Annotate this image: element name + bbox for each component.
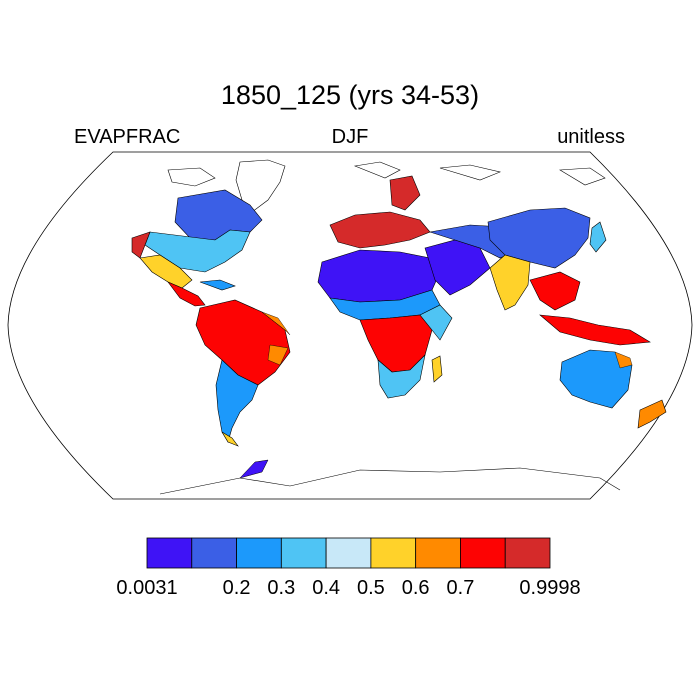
season-label: DJF [331, 126, 369, 148]
region-scandinavia [389, 175, 421, 211]
region-central-america [167, 281, 206, 307]
region-brazil-east [261, 311, 291, 366]
colorbar-box [280, 537, 327, 569]
colorbar-box [370, 537, 417, 569]
colorbar-box [504, 537, 551, 569]
region-southeast-asia [529, 271, 651, 346]
region-australia [559, 349, 633, 409]
colorbar-label: 0.7 [447, 577, 475, 599]
antarctica-outline [159, 467, 621, 495]
colorbar-label: 0.9998 [519, 577, 580, 599]
region-mexico [139, 254, 193, 289]
arctic-islands-outline [167, 161, 606, 187]
colorbar-label: 0.2 [223, 577, 251, 599]
colorbar-label: 0.6 [402, 577, 430, 599]
region-australia-east [614, 351, 633, 369]
region-usa-east [144, 229, 251, 273]
colorbar-label: 0.5 [357, 577, 385, 599]
region-madagascar [431, 355, 443, 383]
colorbar-box [460, 537, 506, 569]
region-southern-africa [377, 354, 426, 399]
colorbar-box [236, 537, 282, 569]
region-east-africa [419, 304, 453, 341]
greenland-outline [235, 159, 286, 213]
region-new-zealand [637, 399, 667, 429]
map-title: 1850_125 (yrs 34-53) [220, 80, 480, 110]
colorbar-label: 0.0031 [116, 577, 177, 599]
region-west-coast [131, 231, 151, 259]
colorbar-label: 0.4 [312, 577, 340, 599]
colorbar-box [146, 537, 193, 569]
region-east-asia [487, 207, 591, 269]
region-india [489, 254, 531, 311]
antarctic-peninsula [239, 459, 269, 479]
variable-label: EVAPFRAC [74, 126, 181, 148]
region-japan [589, 221, 607, 253]
units-label: unitless [557, 126, 625, 148]
colorbar-label: 0.3 [267, 577, 295, 599]
region-europe [329, 211, 431, 249]
colorbar-box [191, 537, 237, 569]
colorbar-box [415, 537, 461, 569]
region-patagonia [221, 431, 239, 447]
region-caribbean [199, 279, 236, 291]
region-amazon [195, 299, 291, 386]
region-south-america-south [215, 359, 259, 443]
colorbar-box [325, 537, 372, 569]
